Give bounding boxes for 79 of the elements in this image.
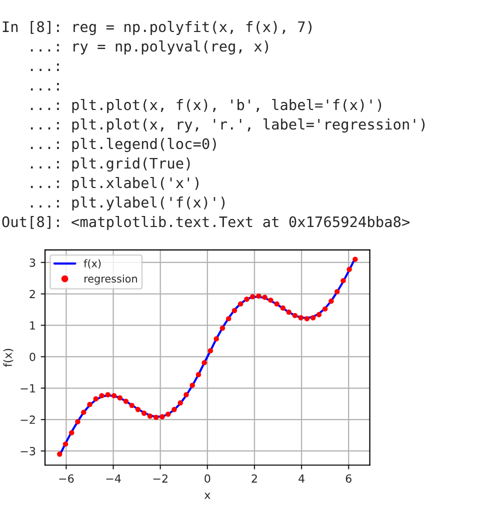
text: Out[8]: <matplotlib.text.Text at 0x1765924bba8>	[2, 216, 410, 230]
point	[147, 414, 153, 419]
point	[75, 419, 80, 424]
text: ...: plt.ylabel('f(x)')	[30, 196, 225, 211]
point	[310, 315, 316, 320]
point	[129, 402, 134, 408]
point	[292, 312, 298, 318]
point	[117, 395, 122, 400]
y-tick-label: 0	[30, 352, 36, 362]
point	[178, 400, 183, 406]
point	[346, 266, 352, 272]
y-tick-label: −1	[20, 384, 35, 392]
x-axis-title: x	[204, 492, 210, 499]
text: ...: plt.plot(x, f(x), 'b', label='f(x)')	[30, 98, 382, 114]
point	[202, 360, 207, 366]
point	[250, 294, 256, 300]
point	[196, 372, 202, 378]
point	[111, 393, 117, 398]
point	[123, 398, 129, 404]
point	[226, 316, 232, 322]
point	[105, 392, 110, 398]
text: ...: ry = np.polyval(reg, x)	[30, 40, 268, 55]
point	[298, 315, 304, 320]
point	[328, 298, 334, 304]
x-tick-label: 0	[204, 474, 210, 483]
point	[154, 414, 159, 420]
text: ...:	[30, 64, 59, 72]
point	[268, 298, 274, 303]
point	[274, 301, 280, 307]
point	[262, 294, 268, 300]
y-tick-label: 1	[30, 321, 35, 330]
point	[256, 293, 262, 299]
x-tick-label: 4	[298, 474, 304, 483]
point	[190, 382, 195, 388]
point	[135, 406, 141, 412]
x-tick-label: −4	[106, 474, 121, 483]
point	[280, 305, 286, 311]
point	[172, 406, 177, 412]
y-tick-label: 2	[30, 290, 35, 298]
legend-label: regression	[84, 274, 137, 285]
point	[142, 410, 147, 416]
point	[57, 452, 62, 457]
point	[93, 396, 98, 402]
y-tick-label: −2	[20, 416, 35, 424]
x-tick-label: −6	[59, 474, 74, 483]
point	[62, 441, 68, 447]
point	[81, 410, 86, 415]
text: In [8]: reg = np.polyfit(x, f(x), 7)	[2, 20, 312, 36]
legend-label: f(x)	[84, 259, 101, 269]
point	[69, 430, 74, 436]
text: ...:	[30, 83, 59, 91]
point	[220, 326, 226, 331]
point	[214, 336, 219, 342]
point	[304, 316, 310, 322]
point	[87, 402, 92, 408]
text: ...: plt.grid(True)	[30, 157, 190, 172]
text: ...: plt.legend(loc=0)	[30, 138, 216, 152]
point	[160, 414, 165, 420]
point	[208, 348, 214, 354]
point	[340, 278, 346, 284]
x-tick-label: 2	[252, 474, 257, 483]
x-tick-label: 6	[346, 474, 352, 483]
point	[316, 312, 322, 318]
point	[166, 412, 171, 417]
text: ...: plt.plot(x, ry, 'r.', label='regression')	[30, 118, 425, 133]
point	[286, 310, 292, 315]
point	[184, 392, 189, 398]
point	[99, 393, 104, 398]
point	[238, 301, 244, 307]
point	[322, 306, 328, 312]
y-tick-label: −3	[20, 446, 36, 456]
y-axis-title: f(x)	[3, 348, 14, 367]
y-tick-label: 3	[30, 258, 36, 267]
text: ...: plt.xlabel('x')	[30, 176, 198, 192]
point	[244, 296, 250, 302]
point	[334, 289, 340, 294]
point	[352, 256, 358, 262]
x-tick-label: −2	[153, 474, 168, 483]
point	[232, 308, 238, 314]
